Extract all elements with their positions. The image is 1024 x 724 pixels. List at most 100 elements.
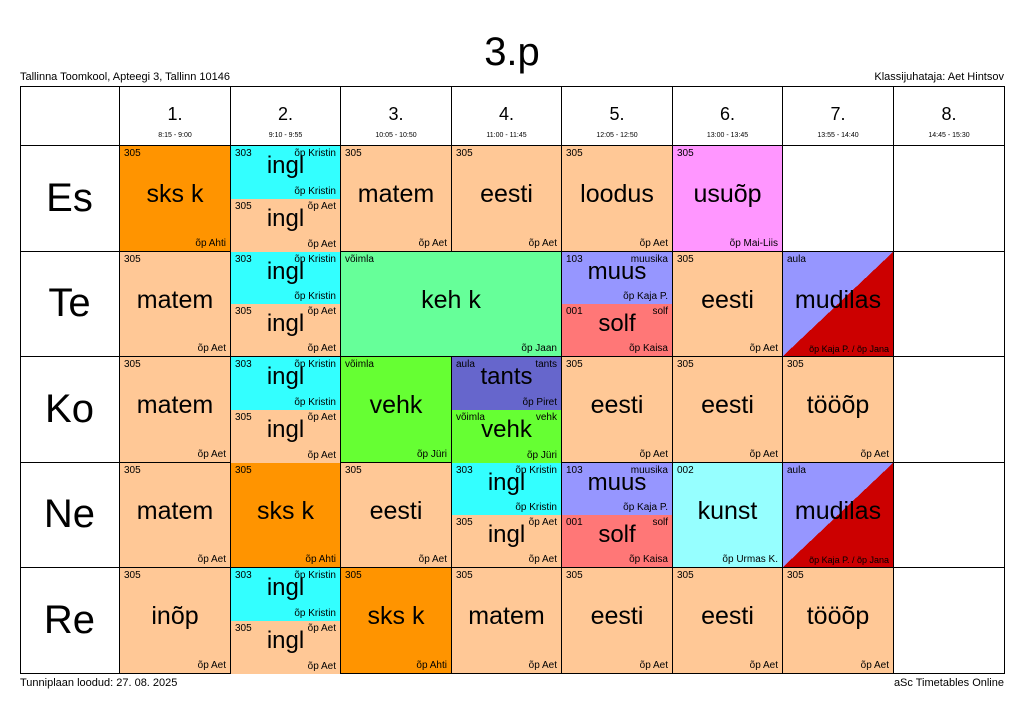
teacher-label: õp Aet [749,449,778,460]
lesson-subject: sks k [257,497,314,525]
room-label: 305 [677,254,694,265]
room-label: 305 [456,570,473,581]
teacher-label: õp Aet [307,450,336,461]
lesson-cell[interactable]: matem 305 õp Aet [341,146,451,251]
lesson-subject: ingl [487,521,526,548]
group-label: solf [652,517,668,528]
grid-line-vertical [119,86,120,674]
grid-line-vertical [782,86,783,674]
period-number: 6. [719,104,735,124]
lesson-subject: muus [587,469,647,496]
day-label: Te [48,281,91,325]
lesson-cell[interactable]: matem 305 õp Aet [120,463,230,567]
room-label: 305 [677,148,694,159]
group-label: vehk [535,412,557,423]
lesson-cell[interactable]: matem 305 õp Aet [452,568,561,673]
teacher-label: õp Aet [197,554,226,565]
period-time: 13:00 - 13:45 [706,132,749,139]
lesson-cell[interactable]: usuõp 305 õp Mai-Liis [673,146,782,251]
lesson-cell[interactable]: solf 001 solf õp Kaisa [562,304,672,356]
lesson-cell[interactable]: ingl 303 õp Kristin õp Kristin [231,568,340,621]
teacher-label: õp Kristin [294,608,336,619]
lesson-cell[interactable]: tants aula tants õp Piret [452,357,561,410]
lesson-cell[interactable]: vehk võimla vehk õp Jüri [452,410,561,463]
room-label: 305 [235,465,252,476]
grid-line-vertical [20,86,21,674]
lesson-cell[interactable]: matem 305 õp Aet [120,252,230,356]
teacher-label: õp Piret [522,397,557,408]
lesson-cell[interactable]: matem 305 õp Aet [120,357,230,462]
period-time: 14:45 - 15:30 [928,132,970,139]
lesson-subject: sks k [367,602,425,630]
lesson-cell[interactable]: ingl 303 õp Kristin õp Kristin [452,463,561,515]
teacher-label: õp Aet [528,660,557,671]
day-label: Ne [43,492,96,536]
room-label: 305 [566,359,583,370]
period-header: 4. 11:00 - 11:45 [452,86,561,145]
lesson-subject: eesti [590,602,644,630]
lesson-cell[interactable]: mudilas aula õp Kaja P. / õp Jana [783,463,893,567]
lesson-cell[interactable]: vehk võimla õp Jüri [341,357,451,462]
lesson-cell[interactable]: loodus 305 õp Aet [562,146,672,251]
lesson-cell[interactable]: eesti 305 õp Aet [341,463,451,567]
grid-line-vertical [561,86,562,674]
lesson-cell[interactable]: ingl 305 õp Aet õp Aet [231,304,340,356]
lesson-cell[interactable]: kunst 002 õp Urmas K. [673,463,782,567]
room-label: 305 [235,623,252,634]
room-label: 305 [345,570,362,581]
room-label: 305 [124,148,141,159]
period-header: 1. 8:15 - 9:00 [120,86,230,145]
lesson-cell[interactable]: keh k võimla õp Jaan [341,252,561,356]
lesson-subject: ingl [266,363,305,390]
lesson-cell[interactable]: ingl 303 õp Kristin õp Kristin [231,357,340,410]
lesson-cell[interactable]: ingl 305 õp Aet õp Aet [231,621,340,674]
lesson-cell[interactable]: tööõp 305 õp Aet [783,568,893,673]
lesson-cell[interactable]: eesti 305 õp Aet [673,252,782,356]
room-label: 303 [235,254,252,265]
room-label: 305 [787,570,804,581]
lesson-cell[interactable]: eesti 305 õp Aet [673,357,782,462]
lesson-cell[interactable]: sks k 305 õp Ahti [341,568,451,673]
lesson-cell[interactable]: mudilas aula õp Kaja P. / õp Jana [783,252,893,356]
lesson-cell[interactable]: sks k 305 õp Ahti [120,146,230,251]
grid-line-horizontal [20,251,1004,252]
lesson-cell[interactable]: eesti 305 õp Aet [673,568,782,673]
lesson-cell[interactable]: ingl 303 õp Kristin õp Kristin [231,146,340,199]
lesson-subject: ingl [266,152,305,179]
teacher-label: õp Kaja P. [623,502,668,513]
period-header: 7. 13:55 - 14:40 [783,86,893,145]
period-time: 12:05 - 12:50 [596,132,638,139]
lesson-cell[interactable]: muus 103 muusika õp Kaja P. [562,463,672,515]
lesson-cell[interactable]: sks k 305 õp Ahti [231,463,340,567]
room-label: 103 [566,254,583,265]
lesson-cell[interactable]: eesti 305 õp Aet [562,568,672,673]
lesson-cell[interactable]: ingl 303 õp Kristin õp Kristin [231,252,340,304]
lesson-cell[interactable]: muus 103 muusika õp Kaja P. [562,252,672,304]
lesson-subject: kunst [697,497,758,525]
lesson-cell[interactable]: solf 001 solf õp Kaisa [562,515,672,567]
period-header: 2. 9:10 - 9:55 [231,86,340,145]
lesson-subject: ingl [266,574,305,601]
class-teacher: Klassijuhataja: Aet Hintsov [874,71,1004,83]
lesson-subject: vehk [369,391,423,419]
school-address: Tallinna Toomkool, Apteegi 3, Tallinn 10… [20,71,230,83]
grid-line-vertical [672,86,673,674]
page-title: 3.p [484,30,540,74]
room-label: 305 [124,359,141,370]
lesson-cell[interactable]: ingl 305 õp Aet õp Aet [231,199,340,252]
lesson-subject: usuõp [693,180,762,208]
group-label: õp Aet [528,517,557,528]
lesson-cell[interactable]: ingl 305 õp Aet õp Aet [452,515,561,567]
teacher-label: õp Kaja P. [623,291,668,302]
lesson-cell[interactable]: eesti 305 õp Aet [452,146,561,251]
period-header: 3. 10:05 - 10:50 [341,86,451,145]
lesson-cell[interactable]: tööõp 305 õp Aet [783,357,893,462]
grid-line-horizontal [20,86,1004,87]
lesson-cell[interactable]: eesti 305 õp Aet [562,357,672,462]
lesson-subject: vehk [481,416,532,443]
lesson-cell[interactable]: ingl 305 õp Aet õp Aet [231,410,340,463]
teacher-label: õp Aet [418,554,447,565]
lesson-cell[interactable]: inõp 305 õp Aet [120,568,230,673]
day-label: Ko [45,387,94,431]
